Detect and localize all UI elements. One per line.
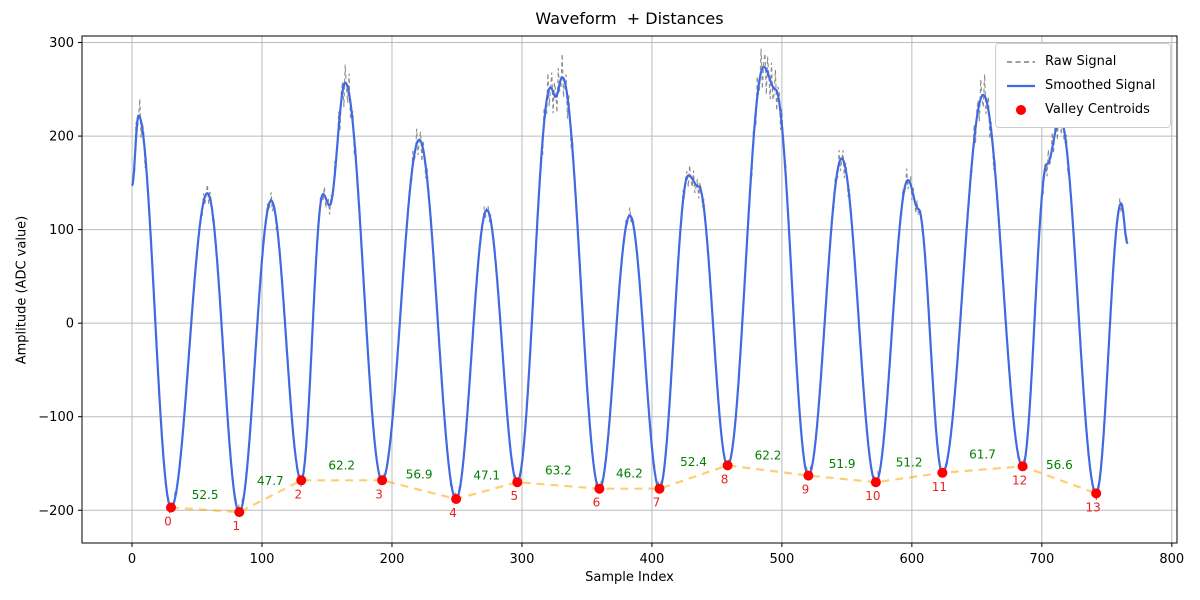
valley-centroid-dot <box>451 494 462 504</box>
valley-index-label: 3 <box>375 487 383 501</box>
y-axis-label: Amplitude (ADC value) <box>14 215 30 365</box>
y-tick-label: 200 <box>49 130 74 145</box>
x-tick-label: 500 <box>769 552 794 567</box>
valley-centroid-dot <box>654 483 665 494</box>
distance-label: 47.1 <box>473 469 500 483</box>
distance-label: 61.7 <box>969 448 996 462</box>
valley-index-label: 4 <box>449 506 457 520</box>
distance-label: 52.5 <box>192 488 219 502</box>
valley-centroid-dot <box>937 467 948 478</box>
distance-label: 52.4 <box>680 455 707 469</box>
solid-line-icon <box>1007 84 1035 87</box>
x-tick-label: 800 <box>1159 552 1184 567</box>
x-tick-label: 300 <box>510 552 535 567</box>
legend-item-raw-signal: Raw Signal <box>1006 52 1160 71</box>
legend-item-valley-centroids: Valley Centroids <box>1006 100 1160 119</box>
distance-label: 56.6 <box>1046 458 1073 472</box>
smoothed-signal-line <box>130 65 1129 514</box>
legend-label-raw-signal: Raw Signal <box>1045 54 1117 69</box>
distance-label: 63.2 <box>545 464 572 478</box>
valley-index-label: 8 <box>721 472 729 486</box>
valley-centroid-dot <box>803 470 814 481</box>
valley-centroid-dot <box>377 475 388 486</box>
distance-label: 51.9 <box>829 457 856 471</box>
valley-centroid-dot <box>512 477 523 488</box>
valley-centroid-dot <box>722 460 733 471</box>
distance-label: 62.2 <box>755 449 782 463</box>
valley-index-label: 12 <box>1012 473 1027 487</box>
valley-index-label: 0 <box>164 515 172 529</box>
chart-title: Waveform + Distances <box>535 9 724 28</box>
dashed-line-icon <box>1007 60 1035 63</box>
axes-frame <box>81 35 1178 544</box>
legend-item-smoothed-signal: Smoothed Signal <box>1006 76 1160 95</box>
x-axis-label: Sample Index <box>585 570 674 585</box>
valley-index-label: 11 <box>932 480 947 494</box>
x-tick-label: 0 <box>128 552 136 567</box>
valley-centroid-dot <box>296 475 307 486</box>
legend-label-smoothed-signal: Smoothed Signal <box>1045 78 1156 93</box>
valley-index-label: 10 <box>865 489 880 503</box>
valley-index-label: 1 <box>232 519 240 533</box>
x-tick-label: 600 <box>899 552 924 567</box>
y-tick-label: −200 <box>38 504 74 519</box>
valley-index-label: 7 <box>653 496 661 510</box>
distance-label: 47.7 <box>257 474 284 488</box>
valley-centroid-dot <box>234 507 245 518</box>
valley-centroid-dot <box>166 502 176 513</box>
dot-icon <box>1016 104 1026 115</box>
distance-label: 51.2 <box>896 456 923 470</box>
y-tick-label: −100 <box>38 410 74 425</box>
valley-index-label: 5 <box>510 489 518 503</box>
y-tick-label: 100 <box>49 223 74 238</box>
valley-centroid-dot <box>1017 461 1028 472</box>
valley-index-label: 13 <box>1086 500 1101 514</box>
distance-label: 56.9 <box>406 468 433 482</box>
y-tick-label: 300 <box>49 36 74 51</box>
valley-centroid-dot <box>1091 488 1102 499</box>
x-tick-label: 700 <box>1029 552 1054 567</box>
legend: Raw Signal Smoothed Signal Valley Centro… <box>995 43 1171 128</box>
valley-centroid-dot <box>870 477 881 488</box>
valley-index-label: 6 <box>593 496 601 510</box>
x-tick-label: 100 <box>250 552 275 567</box>
legend-label-valley-centroids: Valley Centroids <box>1045 102 1150 117</box>
x-tick-label: 400 <box>640 552 665 567</box>
valley-index-label: 2 <box>294 487 302 501</box>
valley-index-label: 9 <box>802 483 810 497</box>
valley-centroid-dot <box>594 483 605 494</box>
distance-label: 62.2 <box>328 458 355 472</box>
x-tick-label: 200 <box>380 552 405 567</box>
y-tick-label: 0 <box>66 317 74 332</box>
distance-label: 46.2 <box>616 467 643 481</box>
